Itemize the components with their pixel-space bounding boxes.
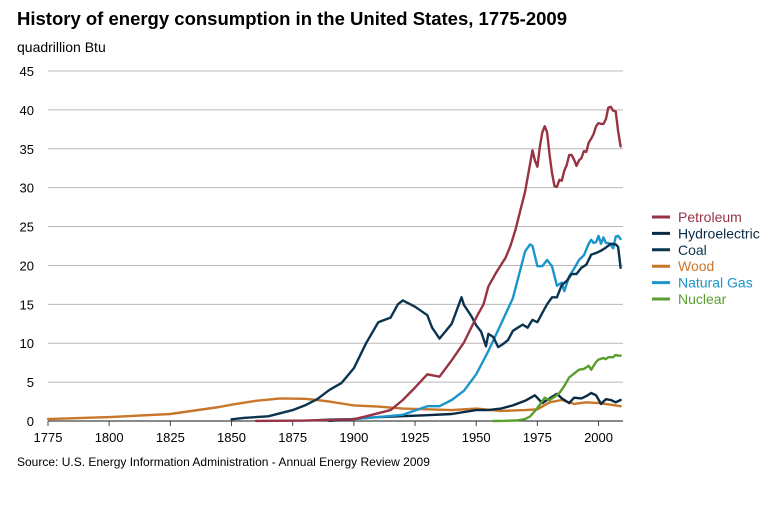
legend-label: Coal <box>678 242 707 258</box>
legend-label: Petroleum <box>678 209 742 225</box>
series-line-wood <box>46 397 622 421</box>
x-tick-label: 1975 <box>523 430 552 445</box>
y-tick-label: 45 <box>20 64 34 79</box>
x-tick-label: 1775 <box>34 430 63 445</box>
series-line-petroleum <box>254 105 622 423</box>
y-axis-ticks: 0 5 10 15 20 25 30 35 40 45 <box>20 64 34 429</box>
x-tick-label: 2000 <box>584 430 613 445</box>
y-tick-label: 35 <box>20 142 34 157</box>
x-tick-label: 1875 <box>278 430 307 445</box>
x-tick-label: 1925 <box>401 430 430 445</box>
y-axis-unit-label: quadrillion Btu <box>17 39 106 55</box>
y-tick-label: 5 <box>27 375 34 390</box>
legend-label: Hydroelectric <box>678 225 760 241</box>
y-tick-label: 25 <box>20 220 34 235</box>
x-tick-label: 1800 <box>95 430 124 445</box>
x-axis-ticks: 1775 1800 1825 1850 1875 1900 1925 1950 1975 2000 <box>34 421 613 445</box>
legend-label: Natural Gas <box>678 275 753 291</box>
y-tick-label: 15 <box>20 297 34 312</box>
y-tick-label: 40 <box>20 103 34 118</box>
chart-title: History of energy consumption in the Uni… <box>17 8 567 29</box>
x-tick-label: 1825 <box>156 430 185 445</box>
x-tick-label: 1950 <box>462 430 491 445</box>
source-note: Source: U.S. Energy Information Administ… <box>17 455 430 469</box>
series-lines <box>46 105 622 423</box>
series-line-natural-gas <box>315 234 622 422</box>
y-tick-label: 0 <box>27 414 34 429</box>
series-line-coal <box>230 242 622 421</box>
legend-label: Wood <box>678 258 714 274</box>
y-tick-label: 10 <box>20 336 34 351</box>
y-tick-label: 20 <box>20 258 34 273</box>
series-line-nuclear <box>492 353 622 423</box>
x-tick-label: 1850 <box>217 430 246 445</box>
y-tick-label: 30 <box>20 181 34 196</box>
legend-label: Nuclear <box>678 291 727 307</box>
x-tick-label: 1900 <box>339 430 368 445</box>
gridlines <box>48 70 623 422</box>
